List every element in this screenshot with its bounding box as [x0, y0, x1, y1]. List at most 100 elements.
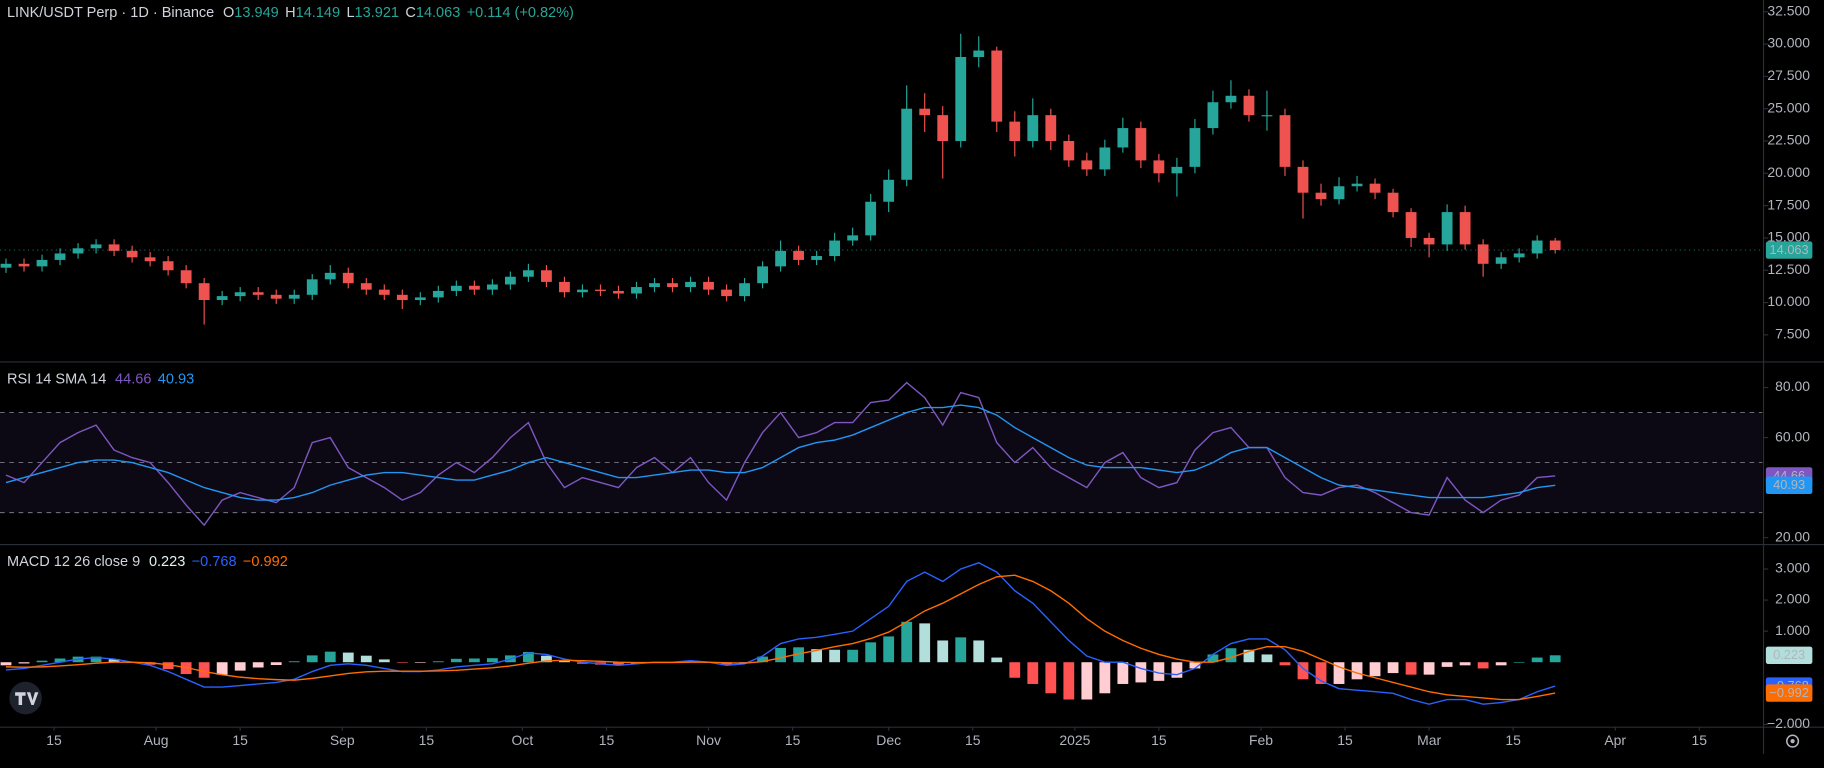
- x-tick-label: Aug: [144, 732, 169, 748]
- candle-body: [486, 284, 498, 290]
- candle-body: [649, 283, 660, 288]
- x-tick-label: 15: [1692, 732, 1708, 748]
- candle-body: [973, 50, 985, 57]
- candle-body: [36, 259, 48, 267]
- histogram-bar: [1459, 662, 1471, 666]
- candle-body: [721, 289, 732, 297]
- histogram-bar: [1513, 662, 1525, 663]
- candle-body: [793, 250, 805, 260]
- candle-body: [144, 257, 156, 262]
- gear-center[interactable]: [1790, 739, 1795, 744]
- y-tick-label: 25.000: [1767, 99, 1810, 115]
- y-tick-label: 27.500: [1767, 67, 1810, 83]
- candle-body: [1027, 115, 1039, 142]
- histogram-bar: [829, 649, 841, 663]
- candle-body: [450, 285, 462, 291]
- tv-logo[interactable]: [9, 681, 42, 715]
- histogram-bar: [432, 661, 444, 663]
- histogram-bar: [252, 662, 264, 668]
- histogram-bar: [973, 640, 985, 663]
- histogram-bar: [18, 662, 30, 664]
- logo-mark[interactable]: [15, 692, 39, 706]
- hist-value: 0.223: [149, 554, 185, 570]
- histogram-bar: [198, 662, 210, 678]
- indicator-title[interactable]: MACD 12 26 close 9: [7, 554, 140, 570]
- candle-body: [1279, 115, 1291, 167]
- histogram-bar: [162, 662, 174, 670]
- price-badge: [1765, 646, 1813, 665]
- plots: 15 Aug 15 Sep 15 Oct 15 Nov 15 Dec 15 2025 15 Feb 15 Ma…: [0, 2, 1813, 748]
- macd-header: MACD 12 26 close 9 0.223 −0.768 −0.992: [7, 554, 288, 570]
- histogram-bar: [1495, 662, 1507, 666]
- histogram-bar: [36, 660, 48, 663]
- histogram-bar: [757, 656, 768, 663]
- histogram-bar: [108, 659, 120, 663]
- logo-circle[interactable]: [9, 681, 42, 715]
- price-badge-label: 14.063: [1770, 242, 1809, 257]
- candle-body: [1315, 192, 1327, 200]
- histogram-bar: [378, 659, 390, 663]
- price-badge: [1765, 684, 1813, 702]
- settings-icon[interactable]: [1786, 734, 1800, 748]
- y-tick-label: 15.000: [1767, 229, 1810, 245]
- candle-body: [613, 290, 624, 294]
- histogram-bar: [342, 652, 354, 663]
- histogram-bar: [1315, 662, 1327, 684]
- signal-value: −0.992: [243, 554, 288, 570]
- x-tick-label: 15: [1505, 732, 1521, 748]
- histogram-bar: [396, 662, 408, 663]
- candle-body: [126, 250, 138, 258]
- histogram-bar: [450, 658, 462, 663]
- histogram-bar: [811, 649, 823, 663]
- gear[interactable]: [1786, 734, 1800, 748]
- price-badge: [1765, 476, 1813, 494]
- candle-body: [1207, 102, 1219, 129]
- macd-value: −0.768: [192, 554, 237, 570]
- y-tick-label: 20.000: [1767, 164, 1810, 180]
- ohlc-value: 13.921: [355, 5, 399, 21]
- candle-body: [1405, 212, 1417, 238]
- x-tick-label: 15: [965, 732, 981, 748]
- rsi-header: RSI 14 SMA 14 44.66 40.93: [7, 371, 194, 387]
- histogram-bar: [1423, 662, 1435, 675]
- x-tick-label: 15: [232, 732, 248, 748]
- histogram-bar: [775, 647, 787, 663]
- histogram-bar: [414, 662, 426, 663]
- indicator-title[interactable]: RSI 14 SMA 14: [7, 371, 106, 387]
- histogram-bar: [541, 655, 552, 663]
- y-tick-label: 10.000: [1767, 293, 1810, 309]
- symbol-title[interactable]: LINK/USDT Perp · 1D · Binance: [7, 5, 214, 21]
- candle-body: [180, 270, 192, 284]
- candle-body: [162, 261, 174, 271]
- histogram-bar: [270, 662, 282, 666]
- histogram-bar: [1009, 662, 1021, 678]
- price-badge: [1765, 241, 1813, 259]
- candle-body: [396, 294, 408, 300]
- ohlc-value: 14.063: [416, 5, 460, 21]
- histogram-bar: [1117, 662, 1129, 684]
- histogram-bar: [1135, 662, 1147, 683]
- histogram-bar: [522, 651, 534, 663]
- ohlc-value: 13.949: [234, 5, 278, 21]
- price-header: LINK/USDT Perp · 1D · Binance O13.949 H1…: [7, 5, 574, 21]
- candle-body: [1261, 115, 1273, 117]
- ohlc-label: O: [223, 5, 234, 21]
- candle-body: [432, 290, 444, 298]
- candle-body: [1369, 183, 1381, 193]
- candle-body: [1297, 166, 1309, 193]
- histogram-bar: [793, 647, 805, 663]
- candle-body: [1117, 128, 1129, 148]
- candle-body: [631, 287, 642, 294]
- indicator-line: [5, 381, 1556, 527]
- candle-body: [414, 297, 426, 300]
- histogram-bar: [216, 662, 228, 675]
- candle-body: [1423, 237, 1435, 245]
- candle-body: [847, 235, 859, 241]
- histogram-bar: [1441, 662, 1453, 667]
- candle-body: [1153, 160, 1165, 174]
- candle-body: [883, 179, 895, 202]
- x-tick-label: Dec: [876, 732, 901, 748]
- histogram-bar: [1189, 662, 1201, 669]
